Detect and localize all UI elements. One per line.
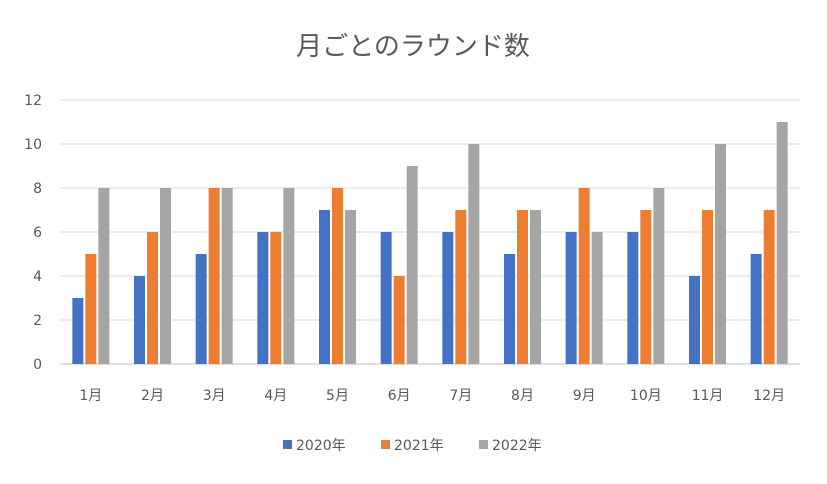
bar-2022年-6月 [406,166,418,364]
bar-2021年-1月 [85,254,97,364]
bar-2022年-8月 [530,210,541,364]
legend-label: 2021年 [394,438,444,454]
bar-2022年-7月 [468,144,480,364]
y-tick-label: 12 [24,93,42,109]
y-tick-label: 4 [33,269,42,285]
bar-2021年-6月 [393,276,405,364]
legend-swatch [381,440,390,449]
y-axis: 0 2 4 6 8 10 12 [24,93,42,373]
bar-2022年-10月 [653,188,665,364]
x-tick-label: 2月 [141,388,164,404]
bar-2020年-6月 [380,232,392,364]
bar-2022年-12月 [776,122,788,364]
bar-2021年-9月 [578,188,590,364]
y-tick-label: 10 [24,137,42,153]
y-tick-label: 2 [33,313,42,329]
y-tick-label: 8 [33,181,42,197]
legend-label: 2020年 [296,438,346,454]
bar-2020年-4月 [257,232,269,364]
x-tick-label: 4月 [264,388,287,404]
bar-2022年-11月 [715,144,726,364]
legend-swatch [479,440,488,449]
bar-2020年-2月 [134,276,145,364]
bar-2020年-8月 [504,254,515,364]
bar-2022年-1月 [98,188,110,364]
x-tick-label: 3月 [203,388,226,404]
bar-2021年-3月 [208,188,220,364]
legend-swatch [283,440,292,449]
bar-2021年-7月 [455,210,467,364]
bar-2022年-9月 [591,232,603,364]
x-tick-label: 5月 [326,388,349,404]
bar-2020年-10月 [627,232,639,364]
bar-2021年-5月 [332,188,343,364]
bar-2021年-11月 [702,210,713,364]
chart-title: 月ごとのラウンド数 [296,32,530,62]
bar-2022年-4月 [283,188,295,364]
x-axis: 1月 2月 3月 4月 5月 6月 7月 8月 9月 10月 11月 12月 [79,388,785,404]
bar-2021年-12月 [763,210,775,364]
x-tick-label: 8月 [511,388,534,404]
bar-2020年-1月 [72,298,84,364]
bar-2021年-10月 [640,210,652,364]
bar-2020年-12月 [750,254,762,364]
bar-2022年-2月 [160,188,171,364]
bar-2022年-5月 [345,210,356,364]
bar-2022年-3月 [221,188,233,364]
x-tick-label: 10月 [630,388,662,404]
x-tick-label: 7月 [449,388,472,404]
bars [72,122,788,364]
x-tick-label: 1月 [79,388,102,404]
bar-2020年-5月 [319,210,330,364]
bar-2021年-4月 [270,232,282,364]
bar-2020年-9月 [565,232,577,364]
x-tick-label: 9月 [573,388,596,404]
bar-2020年-7月 [442,232,454,364]
legend: 2020年 2021年 2022年 [283,438,542,454]
y-tick-label: 0 [33,357,42,373]
bar-2021年-2月 [147,232,158,364]
bar-2020年-3月 [195,254,207,364]
x-tick-label: 6月 [388,388,411,404]
bar-2021年-8月 [517,210,528,364]
x-tick-label: 11月 [692,388,724,404]
y-tick-label: 6 [33,225,42,241]
gridlines [60,99,800,365]
legend-label: 2022年 [492,438,542,454]
bar-2020年-11月 [689,276,700,364]
x-tick-label: 12月 [753,388,785,404]
